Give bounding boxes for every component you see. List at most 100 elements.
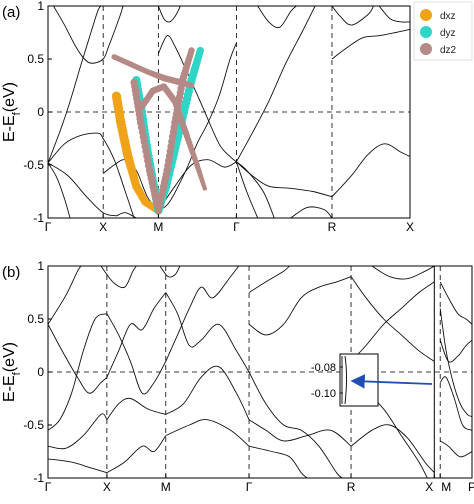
b-band-29 [439, 339, 472, 363]
a-fatband-dz2-3-4-10 [188, 82, 195, 89]
b-xtick-label-2: M [161, 480, 171, 494]
a-ytick-label-2: 0 [37, 105, 44, 119]
panel-b-ylabel-main: E-E [1, 375, 18, 402]
inset-zoom: -0.08 -0.10 [311, 353, 433, 407]
b-band-18 [248, 276, 352, 336]
legend-marker-dz2 [420, 43, 432, 55]
b-band-2 [48, 313, 108, 431]
b-band-6 [106, 313, 167, 395]
a-xtick-label-2: M [153, 220, 163, 234]
panel-a-orbital-weights [111, 46, 208, 215]
a-band-9 [157, 6, 181, 23]
legend-marker-dxz [420, 9, 432, 21]
panel-a-ylabel: E-Ef(eV) [1, 82, 23, 142]
b-band-4 [48, 458, 108, 474]
panel-a: (a) E-Ef(eV) -1 -0.5 0 0.5 1 Γ X M Γ R X dxz dyz … [1, 0, 473, 234]
panel-a-label: (a) [2, 4, 20, 21]
b-band-24 [371, 266, 435, 280]
panel-b-ylabel: E-Ef(eV) [1, 342, 23, 402]
a-band-20 [116, 212, 137, 218]
a-band-16 [331, 28, 410, 60]
a-fatband-dz2-5-3-10 [188, 47, 195, 54]
b-band-1 [48, 266, 82, 325]
b-band-25 [439, 308, 472, 417]
a-xtick-label-4: R [328, 220, 337, 234]
panel-a-guides [48, 6, 410, 218]
panel-a-bands [48, 6, 410, 218]
b-band-19 [248, 266, 290, 293]
a-band-6 [157, 159, 237, 211]
b-xtick-label-6: M [441, 480, 451, 494]
a-band-12 [236, 161, 333, 198]
a-fatband-dz2-6-5-10 [202, 186, 208, 191]
b-ytick-label-1: -0.5 [23, 418, 44, 432]
b-xtick-label-1: X [103, 480, 111, 494]
b-xtick-label-0: Γ [45, 480, 52, 494]
panel-a-yticks: -1 -0.5 0 0.5 1 [23, 0, 52, 225]
panel-a-ylabel-unit: (eV) [1, 82, 18, 112]
a-ytick-label-4: 1 [37, 0, 44, 13]
inset-tick-label-upper: -0.08 [311, 362, 336, 374]
a-xtick-label-1: X [99, 220, 107, 234]
b-band-28 [439, 440, 472, 458]
a-band-0 [48, 162, 117, 217]
b-band-7 [106, 397, 166, 420]
b-band-27 [439, 376, 472, 431]
a-band-8 [157, 35, 237, 163]
svg-text:E-Ef(eV): E-Ef(eV) [1, 342, 23, 402]
b-band-12 [165, 365, 250, 420]
a-band-3 [53, 6, 124, 64]
b-band-17 [248, 445, 308, 478]
b-band-16 [248, 419, 352, 447]
zoom-arrow [350, 374, 433, 389]
b-xtick-label-5: X [425, 480, 433, 494]
legend-label-dyz: dyz [440, 28, 456, 39]
b-band-15 [248, 371, 343, 478]
a-ytick-label-1: -0.5 [23, 158, 44, 172]
b-band-10 [165, 292, 250, 373]
panel-a-ylabel-main: E-E [1, 115, 18, 142]
b-ytick-label-3: 0.5 [27, 312, 44, 326]
b-xtick-label-7: P [468, 480, 474, 494]
a-fatband-dyz-2-4-10 [196, 46, 204, 55]
b-band-13 [165, 419, 250, 447]
inset-tick-label-lower: -0.10 [311, 388, 336, 400]
panel-b-label: (b) [2, 264, 20, 281]
b-band-22 [350, 281, 435, 362]
a-ytick-label-3: 0.5 [27, 52, 44, 66]
panel-b-guides [48, 266, 472, 478]
b-band-21 [350, 276, 435, 362]
b-band-9 [100, 266, 137, 289]
a-band-1 [48, 132, 135, 218]
panel-b-yticks: -1 -0.5 0 0.5 1 [23, 259, 52, 485]
b-band-8 [106, 435, 167, 474]
b-ytick-label-0: -1 [33, 471, 44, 485]
inset-band-curve [344, 355, 347, 405]
panel-b-ylabel-unit: (eV) [1, 342, 18, 372]
a-band-14 [331, 143, 410, 198]
a-band-4 [48, 162, 71, 218]
a-band-11 [235, 161, 259, 218]
a-band-19 [378, 6, 410, 23]
a-band-2 [48, 6, 102, 164]
b-band-14 [159, 266, 181, 278]
panel-a-ylabel-sub: f [11, 111, 23, 115]
a-band-7 [158, 42, 237, 211]
b-band-11 [165, 266, 240, 362]
a-band-13 [236, 161, 275, 218]
b-band-3 [48, 413, 108, 450]
b-xtick-label-3: Γ [246, 480, 253, 494]
a-xtick-label-0: Γ [45, 220, 52, 234]
legend: dxz dyz dz2 [413, 1, 473, 61]
legend-label-dz2: dz2 [440, 45, 457, 56]
a-xtick-label-5: X [406, 220, 414, 234]
a-band-10 [235, 6, 316, 163]
b-band-0 [48, 324, 108, 394]
panel-b-ylabel-sub: f [11, 371, 23, 375]
legend-label-dxz: dxz [440, 11, 456, 22]
a-xtick-label-3: Γ [233, 220, 240, 234]
